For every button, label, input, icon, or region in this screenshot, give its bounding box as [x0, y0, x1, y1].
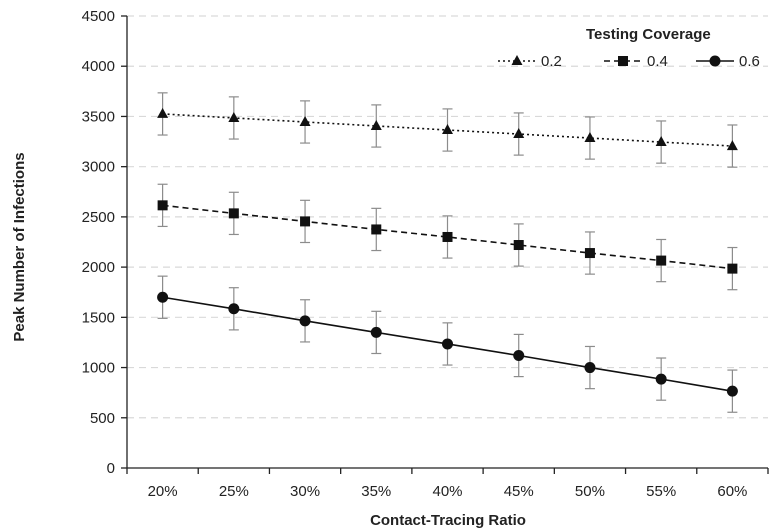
series-0-6-point	[655, 373, 667, 385]
series-0-2-point	[655, 136, 667, 147]
series-0-2-point	[299, 115, 311, 126]
legend-0-2-marker	[511, 55, 523, 65]
series-0-6-point	[513, 350, 525, 362]
axes	[121, 15, 769, 474]
series-0-6-point	[726, 385, 738, 397]
legend-0-4-marker	[618, 56, 628, 66]
legend-0-6-label: 0.6	[739, 53, 760, 70]
legend-0-2-label: 0.2	[541, 53, 562, 70]
y-tick-label: 1500	[82, 309, 115, 326]
x-tick-label: 35%	[361, 483, 391, 500]
y-axis-title: Peak Number of Infections	[11, 152, 28, 341]
series-0-2-point	[157, 107, 169, 118]
y-tick-label: 2500	[82, 209, 115, 226]
series-0-2-point	[228, 111, 240, 122]
series-0-2-point	[370, 119, 382, 130]
legend-0-2: 0.2	[498, 53, 562, 70]
legend-0-4-label: 0.4	[647, 53, 668, 70]
y-tick-labels: 0 500 1000 1500 2000 2500 3000 3500 4000 4500	[82, 8, 115, 477]
x-tick-label: 20%	[148, 483, 178, 500]
series-0-2-point	[584, 132, 596, 143]
series-0-2-point	[442, 124, 453, 135]
series-0-2-point	[726, 140, 738, 151]
series-0-4-point	[371, 224, 382, 235]
series-0-6-point	[228, 303, 240, 315]
y-tick-label: 4500	[82, 8, 115, 25]
series-0-6-point	[584, 362, 596, 374]
legend: Testing Coverage 0.2 0.4 0.6	[498, 26, 760, 70]
x-tick-label: 50%	[575, 483, 605, 500]
x-tick-label: 30%	[290, 483, 320, 500]
y-tick-label: 0	[107, 460, 115, 477]
legend-0-6: 0.6	[696, 53, 760, 70]
y-tick-label: 4000	[82, 58, 115, 75]
series-0-4-line	[162, 204, 733, 270]
y-tick-label: 1000	[82, 360, 115, 377]
series-0-4-point	[513, 240, 524, 251]
x-tick-labels: 20% 25% 30% 35% 40% 45% 50% 55% 60%	[148, 483, 748, 500]
y-tick-label: 2000	[82, 259, 115, 276]
legend-0-4: 0.4	[604, 53, 668, 70]
y-tick-label: 3500	[82, 108, 115, 125]
series-0-4-point	[228, 208, 239, 219]
x-tick-label: 60%	[717, 483, 747, 500]
legend-title: Testing Coverage	[586, 26, 711, 43]
series-0-4-point	[584, 248, 595, 259]
y-tick-label: 3000	[82, 159, 115, 176]
x-tick-label: 55%	[646, 483, 676, 500]
series-0-6-point	[442, 338, 453, 350]
x-tick-label: 45%	[504, 483, 534, 500]
series-group	[157, 107, 738, 397]
series-0-4-point	[442, 231, 453, 242]
series-0-6-point	[157, 291, 169, 303]
x-tick-label: 40%	[432, 483, 462, 500]
series-0-4-point	[727, 263, 738, 274]
series-0-4-point	[300, 216, 311, 227]
series-0-4-point	[656, 255, 667, 266]
y-tick-label: 500	[90, 410, 115, 427]
x-axis-title: Contact-Tracing Ratio	[370, 512, 526, 529]
error-bars	[157, 92, 738, 413]
legend-0-6-marker	[709, 55, 721, 67]
series-0-6-point	[370, 326, 382, 338]
x-tick-label: 25%	[219, 483, 249, 500]
series-0-2-point	[513, 128, 525, 139]
series-0-4-point	[157, 200, 168, 211]
series-0-6-point	[299, 315, 311, 327]
